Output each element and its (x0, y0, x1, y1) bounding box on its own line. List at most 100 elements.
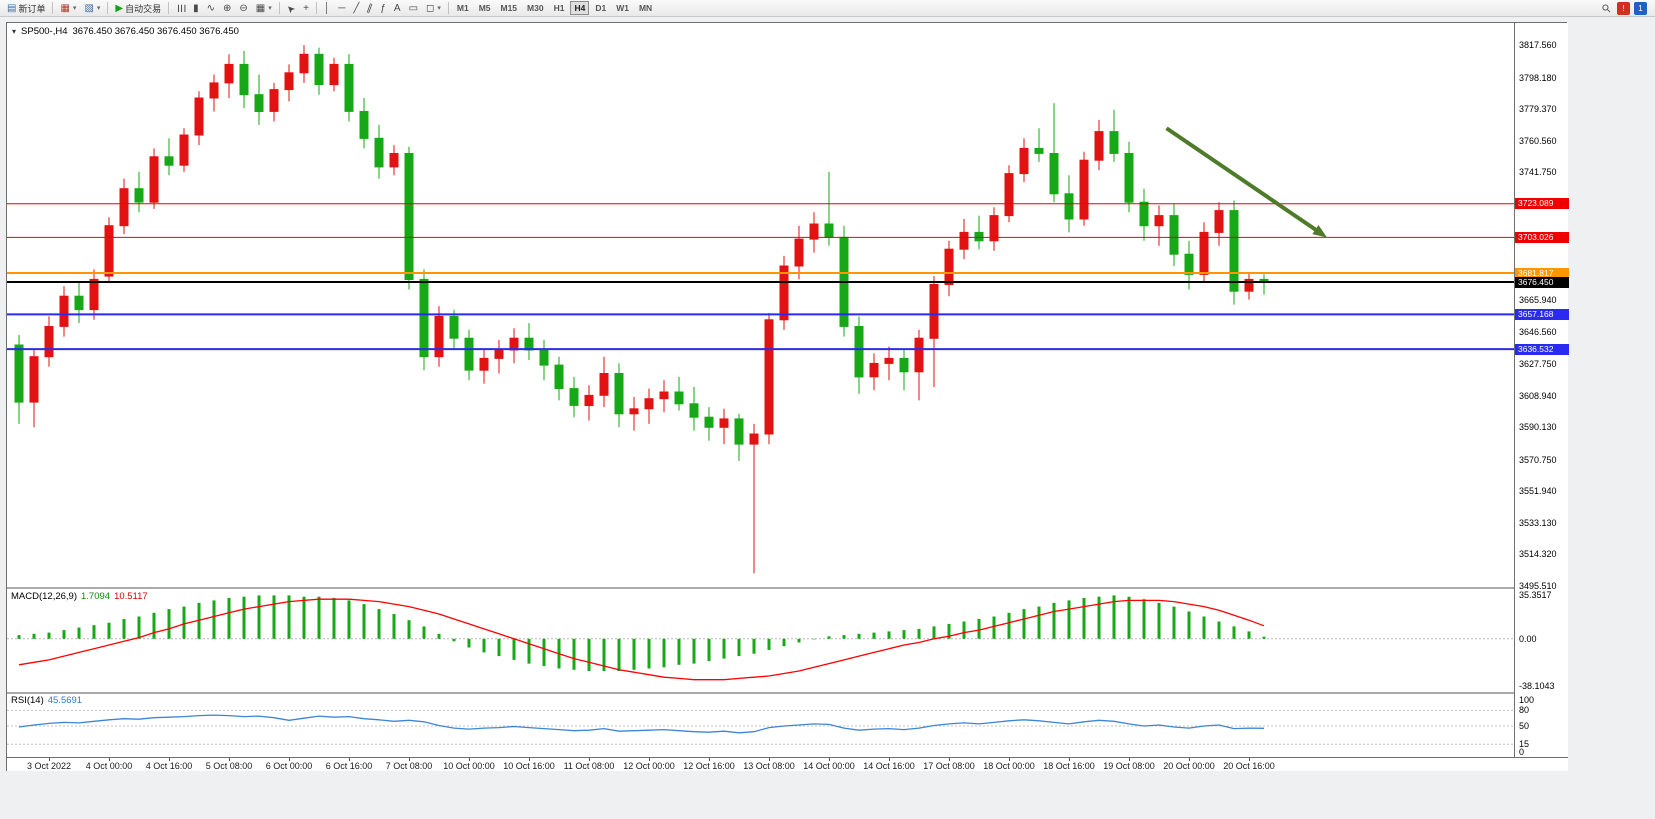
time-tick (709, 758, 710, 761)
text-icon: A (393, 2, 401, 14)
horizontal-line-icon: ─ (338, 2, 346, 14)
autotrading-button[interactable]: ▶ 自动交易 (111, 1, 165, 16)
rsi-axis-label: 100 (1519, 695, 1535, 705)
text-button[interactable]: A (390, 1, 405, 16)
time-tick (349, 758, 350, 761)
time-label: 6 Oct 00:00 (265, 761, 313, 771)
time-tick (649, 758, 650, 761)
time-tick (109, 758, 110, 761)
text-label-button[interactable]: ▭ (405, 1, 422, 16)
rsi-axis-label: 15 (1519, 739, 1530, 750)
macd-label: MACD(12,26,9) 1.7094 10.5117 (11, 591, 152, 602)
shapes-icon: ◻ (426, 2, 435, 14)
vertical-line-button[interactable]: │ (320, 1, 334, 16)
timeframe-m30-button[interactable]: M30 (527, 3, 544, 13)
price-badge: 3723.089 (1515, 198, 1569, 210)
price-badge: 3657.168 (1515, 308, 1569, 320)
candlestick-chart[interactable] (7, 23, 1514, 587)
time-tick (949, 758, 950, 761)
line-chart-mode-button[interactable]: ∿ (203, 1, 219, 16)
equidistant-channel-button[interactable]: ∥ (363, 1, 376, 16)
fibonacci-icon: ƒ (380, 2, 386, 14)
search-icon[interactable]: ⚲ (1599, 1, 1614, 16)
price-label: 3798.180 (1519, 72, 1557, 83)
new-chart-button[interactable]: ▦ ▾ (56, 1, 80, 16)
time-tick (409, 758, 410, 761)
new-order-label: 新订单 (18, 3, 46, 14)
profiles-dropdown-icon[interactable]: ▾ (96, 5, 101, 12)
toolbar-separator (278, 2, 280, 14)
new-order-icon: ▤ (7, 2, 17, 14)
macd-indicator-chart[interactable] (7, 589, 1514, 692)
time-label: 14 Oct 16:00 (863, 761, 915, 771)
time-tick (829, 758, 830, 761)
candlestick-mode-button[interactable]: ▮ (189, 1, 203, 16)
timeframe-m5-button[interactable]: M5 (478, 3, 491, 13)
price-badge: 3703.026 (1515, 231, 1569, 243)
timeframe-w1-button[interactable]: W1 (616, 3, 629, 13)
cursor-icon: ➤ (284, 1, 298, 15)
bar-chart-mode-icon: ☰ (175, 3, 187, 13)
tile-windows-button[interactable]: ▦ ▾ (252, 1, 276, 16)
community-blue-icon[interactable]: 1 (1634, 1, 1647, 15)
new-chart-dropdown-icon[interactable]: ▾ (72, 5, 77, 12)
chart-title: ▾ SP500-,H4 3676.450 3676.450 3676.450 3… (12, 26, 239, 37)
timeframe-h1-button[interactable]: H1 (553, 3, 565, 13)
collapse-icon[interactable]: ▾ (12, 27, 17, 36)
shapes-button[interactable]: ◻ ▾ (422, 1, 445, 16)
time-tick (589, 758, 590, 761)
zoom-in-icon: ⊕ (223, 2, 232, 14)
price-label: 3665.940 (1519, 294, 1557, 305)
rsi-value: 45.5691 (47, 695, 83, 706)
time-label: 6 Oct 16:00 (325, 761, 373, 771)
time-tick (49, 758, 50, 761)
zoom-in-button[interactable]: ⊕ (219, 1, 235, 16)
time-label: 4 Oct 00:00 (85, 761, 133, 771)
text-label-icon: ▭ (408, 2, 419, 14)
time-tick (1009, 758, 1010, 761)
cursor-button[interactable]: ➤ (283, 1, 299, 16)
zoom-out-button[interactable]: ⊖ (235, 1, 251, 16)
timeframe-h4-button[interactable]: H4 (570, 1, 590, 15)
chart-ohlc-values: 3676.450 3676.450 3676.450 3676.450 (72, 26, 239, 37)
macd-signal-value: 10.5117 (114, 591, 148, 602)
profiles-icon: ▧ (84, 2, 94, 14)
horizontal-line-button[interactable]: ─ (334, 1, 349, 16)
timeframe-d1-button[interactable]: D1 (595, 3, 607, 13)
time-tick (1069, 758, 1070, 761)
new-chart-icon: ▦ (60, 2, 70, 14)
crosshair-button[interactable]: + (299, 1, 313, 16)
price-label: 3760.560 (1519, 135, 1557, 146)
trendline-button[interactable]: ╱ (349, 1, 363, 16)
alert-red-icon[interactable]: ! (1617, 1, 1630, 15)
panel-separator[interactable] (7, 587, 1568, 589)
toolbar-separator (315, 2, 317, 14)
price-label: 3590.130 (1519, 422, 1557, 433)
profiles-button[interactable]: ▧ ▾ (80, 1, 104, 16)
time-axis[interactable]: 3 Oct 2022 4 Oct 00:00 4 Oct 16:00 5 Oct 08… (7, 757, 1568, 771)
macd-histogram (17, 595, 1266, 671)
price-axis[interactable]: 3817.560 3798.180 3779.370 3760.560 3741.750… (1514, 23, 1569, 757)
autotrading-icon: ▶ (115, 2, 124, 14)
time-label: 20 Oct 00:00 (1163, 761, 1215, 771)
timeframe-mn-button[interactable]: MN (638, 3, 653, 13)
time-label: 3 Oct 2022 (26, 761, 72, 771)
timeframe-m15-button[interactable]: M15 (500, 3, 518, 13)
rsi-indicator-chart[interactable] (7, 694, 1514, 757)
rsi-axis-label: 50 (1519, 721, 1530, 731)
time-label: 17 Oct 08:00 (923, 761, 975, 771)
fibonacci-button[interactable]: ƒ (376, 1, 390, 16)
panel-separator[interactable] (7, 692, 1568, 694)
trendline-icon: ╱ (353, 2, 360, 14)
time-label: 5 Oct 08:00 (205, 761, 253, 771)
chart-window: ▾ SP500-,H4 3676.450 3676.450 3676.450 3… (6, 22, 1569, 771)
tile-windows-icon: ▦ (255, 2, 266, 14)
new-order-button[interactable]: ▤ 新订单 (3, 1, 49, 16)
price-label: 3551.940 (1519, 486, 1557, 497)
bar-chart-mode-button[interactable]: ☰ (172, 1, 189, 16)
tile-windows-dropdown-icon[interactable]: ▾ (268, 5, 272, 12)
macd-name: MACD(12,26,9) (11, 591, 77, 602)
shapes-dropdown-icon[interactable]: ▾ (437, 5, 441, 12)
time-label: 7 Oct 08:00 (385, 761, 433, 771)
timeframe-m1-button[interactable]: M1 (456, 3, 469, 13)
